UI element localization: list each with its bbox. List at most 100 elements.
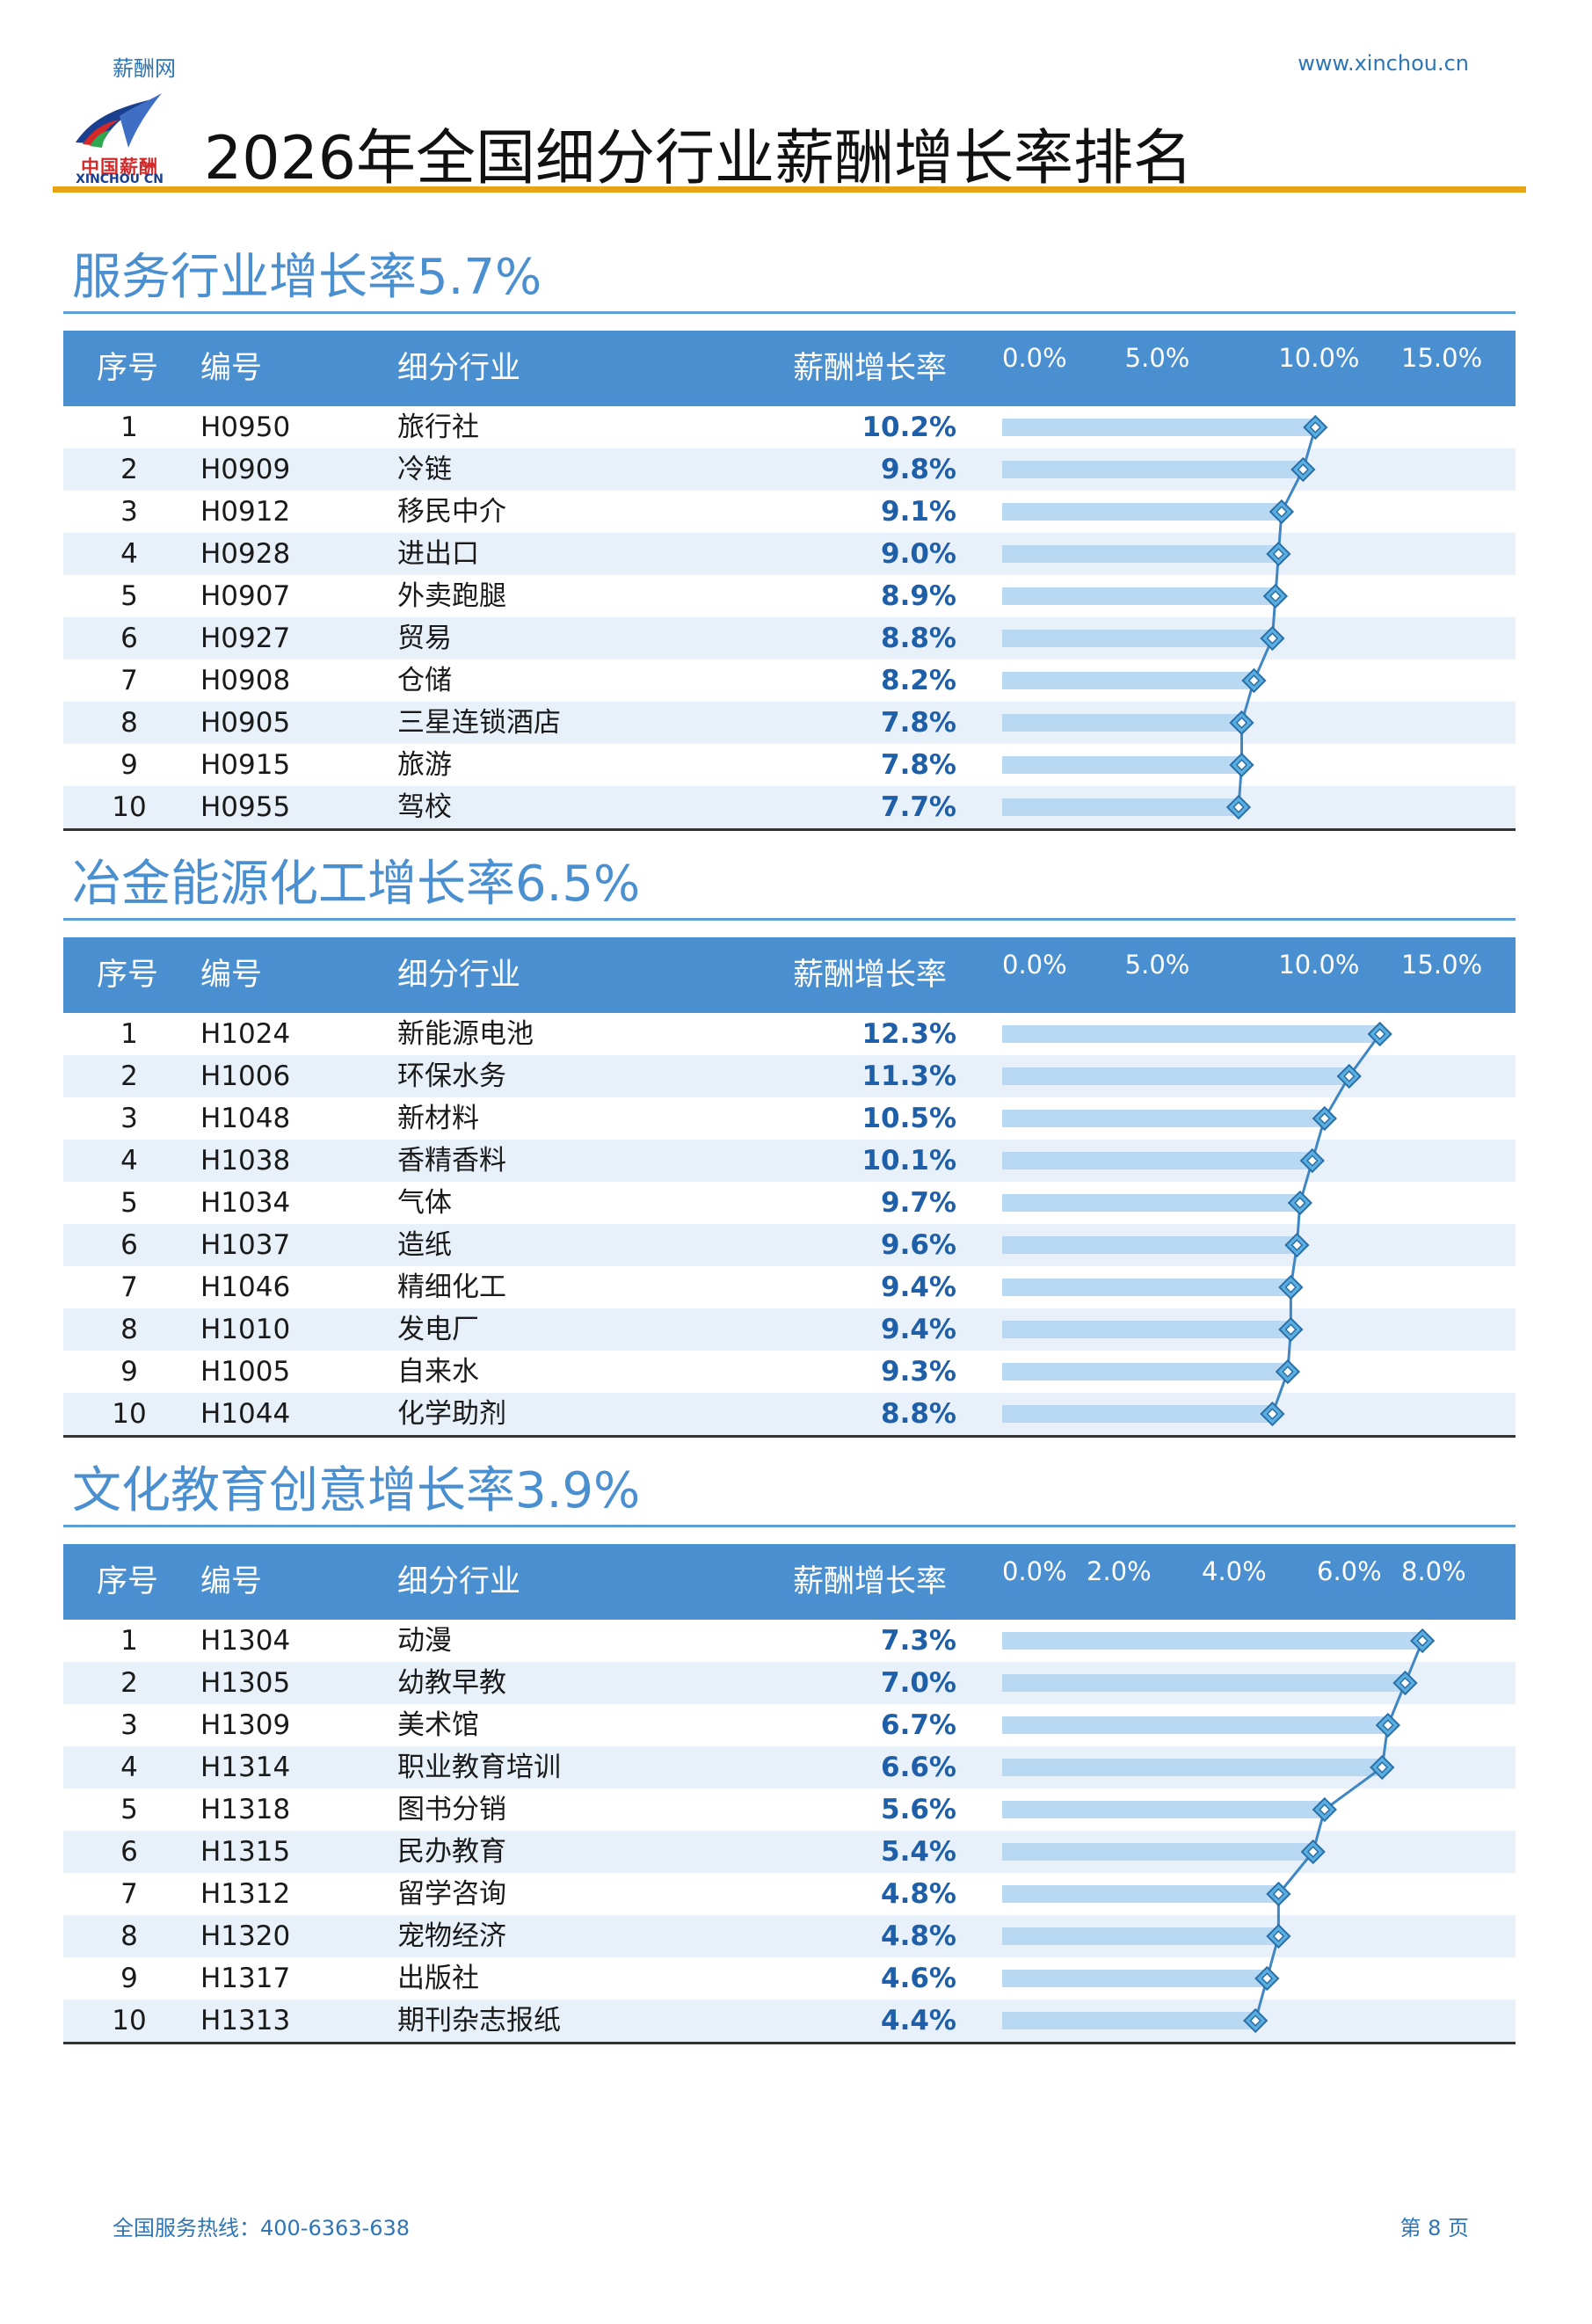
- row-code: H1048: [200, 1103, 291, 1134]
- industry-section: 服务行业增长率5.7% 序号 编号 细分行业 薪酬增长率 0.0% 5.0% 10.0% 15.…: [0, 237, 1592, 853]
- axis-tick-label: 6.0%: [1317, 1556, 1382, 1586]
- row-rate: 4.6%: [881, 1963, 956, 1994]
- table-row: 7 H1312 留学咨询 4.8%: [63, 1873, 1516, 1915]
- site-url[interactable]: www.xinchou.cn: [1298, 51, 1469, 76]
- chart-bar: [1002, 545, 1279, 563]
- row-rate: 7.0%: [881, 1667, 956, 1699]
- row-industry: 旅行社: [397, 412, 479, 443]
- row-industry: 精细化工: [397, 1271, 506, 1303]
- row-industry: 民办教育: [397, 1836, 506, 1868]
- chart-marker: [1254, 1965, 1280, 1992]
- chart-bar: [1002, 1885, 1279, 1903]
- row-industry: 图书分销: [397, 1794, 506, 1825]
- chart-bar: [1002, 798, 1239, 816]
- chart-bar: [1002, 503, 1282, 521]
- row-rate: 6.7%: [881, 1709, 956, 1741]
- row-index: 1: [120, 412, 138, 443]
- row-index: 2: [120, 454, 138, 485]
- row-index: 10: [112, 1398, 147, 1430]
- row-industry: 三星连锁酒店: [397, 707, 561, 739]
- chart-bar: [1002, 1674, 1406, 1692]
- chart-trend-line: [1237, 426, 1317, 808]
- row-rate: 10.5%: [861, 1103, 956, 1134]
- row-index: 6: [120, 623, 138, 654]
- row-index: 5: [120, 580, 138, 612]
- row-index: 2: [120, 1060, 138, 1092]
- row-industry: 外卖跑腿: [397, 580, 506, 612]
- chart-marker: [1410, 1628, 1436, 1654]
- bar-chart: [1002, 1021, 1392, 1427]
- row-rate: 7.8%: [881, 749, 956, 781]
- row-industry: 留学咨询: [397, 1878, 506, 1910]
- chart-bar: [1002, 714, 1242, 732]
- row-industry: 出版社: [397, 1963, 479, 1994]
- chart-marker: [1229, 752, 1254, 778]
- header-code: 编号: [200, 351, 263, 386]
- logo-text-cn: 中国薪酬: [81, 157, 158, 178]
- chart-bar: [1002, 1321, 1291, 1338]
- row-industry: 贸易: [397, 623, 452, 654]
- chart-bar: [1002, 461, 1304, 478]
- bar-chart: [1002, 414, 1328, 820]
- table-row: 1 H1024 新能源电池 12.3%: [63, 1013, 1516, 1055]
- row-rate: 9.4%: [881, 1314, 956, 1345]
- row-industry: 环保水务: [397, 1060, 506, 1092]
- axis-tick-label: 5.0%: [1124, 950, 1190, 980]
- row-index: 5: [120, 1794, 138, 1825]
- chart-bar: [1002, 1025, 1380, 1043]
- chart-marker: [1287, 1190, 1312, 1216]
- header-rate: 薪酬增长率: [793, 1564, 948, 1599]
- row-rate: 4.8%: [881, 1920, 956, 1952]
- row-code: H1304: [200, 1625, 291, 1657]
- chart-bar: [1002, 1110, 1325, 1127]
- header-industry: 细分行业: [397, 1564, 521, 1599]
- row-index: 8: [120, 1920, 138, 1952]
- table-row: 10 H0955 驾校 7.7%: [63, 786, 1516, 828]
- row-rate: 7.8%: [881, 707, 956, 739]
- header-code: 编号: [200, 958, 263, 993]
- axis-tick-label: 5.0%: [1124, 343, 1190, 373]
- chart-marker: [1269, 499, 1295, 525]
- section-divider: [63, 918, 1516, 921]
- row-index: 1: [120, 1018, 138, 1050]
- row-index: 10: [112, 2005, 147, 2036]
- row-rate: 4.8%: [881, 1878, 956, 1910]
- row-code: H1034: [200, 1187, 291, 1219]
- header-index: 序号: [97, 1564, 159, 1599]
- chart-bar: [1002, 672, 1254, 689]
- chart-marker: [1303, 414, 1328, 441]
- axis-tick-label: 0.0%: [1002, 950, 1067, 980]
- row-index: 10: [112, 791, 147, 823]
- page-title: 2026年全国细分行业薪酬增长率排名: [204, 124, 1194, 193]
- row-industry: 仓储: [397, 665, 452, 696]
- table-row: 10 H1313 期刊杂志报纸 4.4%: [63, 2000, 1516, 2042]
- header-industry: 细分行业: [397, 351, 521, 386]
- row-index: 4: [120, 1752, 138, 1783]
- row-code: H0909: [200, 454, 291, 485]
- chart-trend-line: [1254, 1640, 1424, 2022]
- row-industry: 新材料: [397, 1103, 479, 1134]
- chart-bar: [1002, 630, 1273, 647]
- chart-bar: [1002, 1363, 1288, 1381]
- chart-marker: [1312, 1796, 1337, 1823]
- row-rate: 4.4%: [881, 2005, 956, 2036]
- chart-bar: [1002, 2012, 1256, 2029]
- row-industry: 美术馆: [397, 1709, 479, 1741]
- header-rate: 薪酬增长率: [793, 351, 948, 386]
- row-index: 7: [120, 1271, 138, 1303]
- chart-bar: [1002, 1927, 1279, 1945]
- row-rate: 9.6%: [881, 1229, 956, 1261]
- table-row: 3 H1309 美术馆 6.7%: [63, 1704, 1516, 1746]
- row-rate: 10.2%: [861, 412, 956, 443]
- row-rate: 7.3%: [881, 1625, 956, 1657]
- row-code: H1046: [200, 1271, 291, 1303]
- chart-marker: [1278, 1274, 1304, 1300]
- axis-tick-label: 0.0%: [1002, 343, 1067, 373]
- header-code: 编号: [200, 1564, 263, 1599]
- chart-bar: [1002, 587, 1276, 605]
- table-row: 9 H0915 旅游 7.8%: [63, 744, 1516, 786]
- row-code: H0915: [200, 749, 291, 781]
- row-index: 3: [120, 1709, 138, 1741]
- chart-trend-line: [1271, 1033, 1381, 1415]
- row-code: H1037: [200, 1229, 291, 1261]
